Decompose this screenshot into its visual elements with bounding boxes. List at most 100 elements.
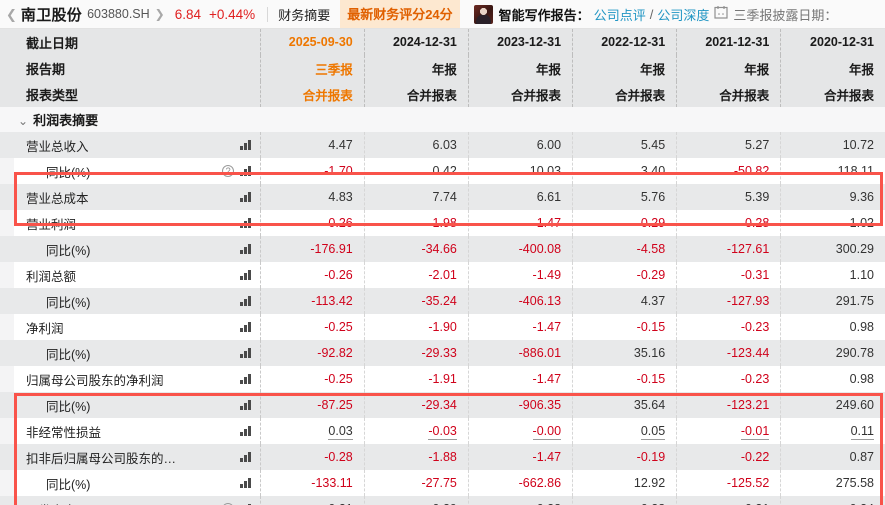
row-gutter	[0, 366, 14, 392]
row-label: 营业利润	[26, 217, 77, 232]
data-cell: 0.29	[363, 496, 469, 505]
calendar-icon[interactable]	[714, 5, 728, 24]
row-icons	[240, 400, 251, 410]
financial-summary-table: 截止日期 2025-09-30 2024-12-31 2023-12-31 2022-1…	[0, 29, 885, 505]
table-row[interactable]: 净利润 -0.25 -1.90 -1.47 -0.15 -0.23 0.98	[0, 314, 885, 340]
bar-chart-icon[interactable]	[240, 452, 251, 462]
stock-code: 603880.SH	[87, 7, 150, 21]
row-label-cell[interactable]: 归属母公司股东的净利润	[14, 366, 261, 392]
header-cell: 2021-12-31	[676, 29, 781, 55]
table-row[interactable]: 同比(%)? -1.70 0.42 10.03 3.40 -50.82 118.11	[0, 158, 885, 184]
bar-chart-icon[interactable]	[240, 244, 251, 254]
data-cell: -34.66	[363, 236, 469, 262]
data-cell: -0.23	[676, 314, 781, 340]
link-company-depth[interactable]: 公司深度	[657, 7, 710, 23]
table-row[interactable]: 研发支出?0.210.290.280.280.310.34	[0, 496, 885, 505]
row-label-cell[interactable]: 营业总成本	[14, 184, 261, 210]
bar-chart-icon[interactable]	[240, 348, 251, 358]
chevron-down-icon[interactable]: ⌄	[18, 114, 29, 128]
data-cell: -125.52	[676, 470, 781, 496]
table-row[interactable]: 同比(%) -113.42 -35.24 -406.13 4.37 -127.93 291.…	[0, 288, 885, 314]
bar-chart-icon[interactable]	[240, 426, 251, 436]
data-cell: -886.01	[467, 340, 573, 366]
row-icons	[240, 218, 251, 228]
bar-chart-icon[interactable]	[240, 374, 251, 384]
data-cell: -0.28	[259, 444, 365, 470]
header-label: 报告期	[14, 55, 261, 81]
data-cell: 0.98	[780, 314, 885, 340]
header-cell: 合并报表	[572, 81, 677, 107]
row-label-cell[interactable]: 同比(%)?	[14, 158, 261, 184]
table-row[interactable]: 扣非后归属母公司股东的… -0.28 -1.88 -1.47 -0.19 -0.22 0.8…	[0, 444, 885, 470]
row-gutter	[0, 444, 14, 470]
row-gutter	[0, 340, 14, 366]
data-cell: -0.28	[676, 210, 781, 236]
divider	[267, 6, 269, 22]
table-row[interactable]: 利润总额 -0.26 -2.01 -1.49 -0.29 -0.31 1.10	[0, 262, 885, 288]
data-cell: -127.61	[676, 236, 781, 262]
row-gutter	[0, 418, 14, 444]
financial-score-badge[interactable]: 最新财务评分24分	[340, 0, 460, 28]
table-row[interactable]: 非经常性损益 0.03 -0.03 -0.00 0.05 -0.01 0.11	[0, 418, 885, 444]
row-label-cell[interactable]: 研发支出?	[14, 496, 261, 505]
table-row[interactable]: 同比(%) -92.82 -29.33 -886.01 35.16 -123.44 290.…	[0, 340, 885, 366]
help-icon[interactable]: ?	[222, 165, 235, 177]
bar-chart-icon[interactable]	[240, 192, 251, 202]
row-label-cell[interactable]: 非经常性损益	[14, 418, 261, 444]
link-company-review[interactable]: 公司点评	[593, 7, 646, 23]
chevron-right-icon[interactable]: ❯	[154, 7, 165, 21]
row-label-cell[interactable]: 利润总额	[14, 262, 261, 288]
data-cell: 0.28	[467, 496, 573, 505]
bar-chart-icon[interactable]	[240, 166, 251, 176]
table-row[interactable]: 同比(%) -133.11 -27.75 -662.86 12.92 -125.52 275…	[0, 470, 885, 496]
row-gutter	[0, 210, 14, 236]
link-separator: /	[649, 6, 654, 22]
row-label-cell[interactable]: 同比(%)	[14, 340, 261, 366]
row-label-cell[interactable]: 同比(%)	[14, 470, 261, 496]
row-label: 营业总收入	[26, 139, 89, 154]
table-row[interactable]: 归属母公司股东的净利润 -0.25 -1.91 -1.47 -0.15 -0.23 0.98	[0, 366, 885, 392]
bar-chart-icon[interactable]	[240, 322, 251, 332]
bar-chart-icon[interactable]	[240, 218, 251, 228]
section-title[interactable]: ⌄ 利润表摘要	[14, 107, 885, 132]
chevron-left-icon[interactable]: ❮	[6, 6, 17, 22]
row-label: 营业总成本	[26, 191, 89, 206]
header-cell: 合并报表	[363, 81, 469, 107]
table-row[interactable]: 同比(%) -176.91 -34.66 -400.08 -4.58 -127.61 300…	[0, 236, 885, 262]
bar-chart-icon[interactable]	[240, 400, 251, 410]
bar-chart-icon[interactable]	[240, 296, 251, 306]
row-label-cell[interactable]: 同比(%)	[14, 288, 261, 314]
data-cell: 118.11	[780, 158, 885, 184]
financial-table-container: 截止日期 2025-09-30 2024-12-31 2023-12-31 2022-1…	[0, 29, 885, 505]
table-row[interactable]: 营业总收入 4.47 6.03 6.00 5.45 5.27 10.72	[0, 132, 885, 158]
bar-chart-icon[interactable]	[240, 478, 251, 488]
data-cell: -123.44	[676, 340, 781, 366]
row-label-cell[interactable]: 同比(%)	[14, 236, 261, 262]
header-cell: 2025-09-30	[260, 29, 365, 55]
header-cell: 三季报	[260, 55, 365, 81]
row-label-cell[interactable]: 同比(%)	[14, 392, 261, 418]
header-cell: 年报	[676, 55, 781, 81]
row-label-cell[interactable]: 扣非后归属母公司股东的…	[14, 444, 261, 470]
data-cell: -1.98	[363, 210, 469, 236]
row-label-cell[interactable]: 营业利润	[14, 210, 261, 236]
data-cell: 10.72	[780, 132, 885, 158]
row-gutter	[0, 470, 14, 496]
financial-summary-tab[interactable]: 财务摘要	[278, 7, 331, 23]
row-label-cell[interactable]: 营业总收入	[14, 132, 261, 158]
bar-chart-icon[interactable]	[240, 140, 251, 150]
table-row[interactable]: 同比(%) -87.25 -29.34 -906.35 35.64 -123.21 249.…	[0, 392, 885, 418]
table-row[interactable]: 营业总成本 4.83 7.74 6.61 5.76 5.39 9.36	[0, 184, 885, 210]
data-cell: 3.40	[572, 158, 677, 184]
data-cell: -27.75	[363, 470, 469, 496]
bar-chart-icon[interactable]	[240, 270, 251, 280]
section-header-row[interactable]: ⌄ 利润表摘要	[0, 107, 885, 132]
row-icons	[240, 452, 251, 462]
row-label-cell[interactable]: 净利润	[14, 314, 261, 340]
data-cell: 12.92	[572, 470, 677, 496]
table-row[interactable]: 营业利润 -0.26 -1.98 -1.47 -0.29 -0.28 1.02	[0, 210, 885, 236]
data-cell: 4.83	[259, 184, 365, 210]
row-icons	[240, 374, 251, 384]
row-gutter	[0, 184, 14, 210]
row-gutter	[0, 314, 14, 340]
